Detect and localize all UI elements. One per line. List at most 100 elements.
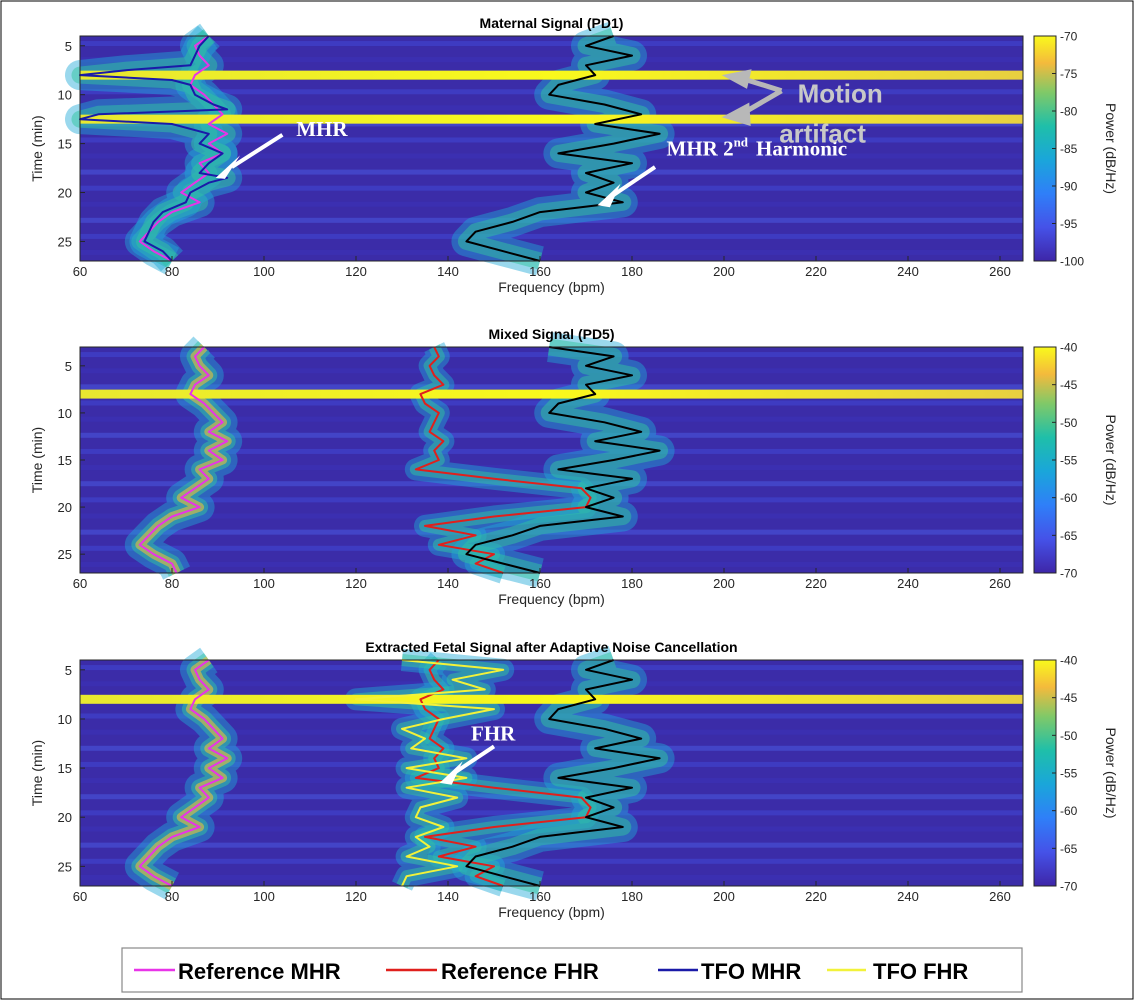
- annotation-mhr: MHR: [296, 117, 348, 141]
- x-tick-label: 100: [253, 889, 275, 904]
- x-tick-label: 80: [165, 889, 179, 904]
- heatmap-artifact-band: [80, 114, 1023, 124]
- colorbar-tick-label: -75: [1060, 67, 1078, 81]
- annotation-arrowhead-mhr: [215, 155, 241, 179]
- y-tick-label: 10: [58, 88, 72, 103]
- heatmap-stripe: [80, 137, 1023, 143]
- heatmap-stripe: [80, 57, 1023, 63]
- panel-title: Maternal Signal (PD1): [480, 15, 624, 31]
- colorbar-tick-label: -55: [1060, 454, 1078, 468]
- x-tick-label: 160: [529, 889, 551, 904]
- annotation-arrowhead-harmonic: [597, 183, 621, 208]
- heatmap-artifact-band: [80, 389, 1023, 399]
- colorbar-tick-label: -60: [1060, 491, 1078, 505]
- x-tick-label: 180: [621, 576, 643, 591]
- heatmap-stripe: [80, 121, 1023, 127]
- heatmap-stripe: [80, 432, 1023, 438]
- annotation-harmonic-rest: Harmonic: [756, 136, 847, 160]
- x-tick-label: 200: [713, 264, 735, 279]
- trace-mhr-2nd-harmonic: [465, 35, 661, 262]
- x-tick-label: 160: [529, 264, 551, 279]
- x-tick-label: 80: [165, 264, 179, 279]
- x-tick-label: 80: [165, 576, 179, 591]
- colorbar-label: Power (dB/Hz): [1103, 103, 1119, 194]
- heatmap-stripe: [80, 561, 1023, 567]
- y-tick-label: 25: [58, 547, 72, 562]
- x-tick-label: 220: [805, 264, 827, 279]
- x-tick-label: 120: [345, 576, 367, 591]
- x-tick-label: 260: [989, 576, 1011, 591]
- annotation-arrowhead-motion-lower: [721, 102, 751, 126]
- y-axis-label: Time (min): [29, 115, 45, 181]
- heatmap-stripe: [80, 665, 1023, 671]
- y-tick-label: 20: [58, 810, 72, 825]
- colorbar-tick-label: -80: [1060, 105, 1078, 119]
- trace-reference-fhr: [414, 346, 592, 574]
- colorbar-tick-label: -85: [1060, 142, 1078, 156]
- x-tick-label: 180: [621, 264, 643, 279]
- annotation-fhr: FHR: [471, 722, 516, 746]
- x-tick-label: 100: [253, 264, 275, 279]
- annotation-harmonic-main: MHR 2: [667, 136, 734, 160]
- heatmap-stripe: [80, 681, 1023, 687]
- y-tick-label: 15: [58, 761, 72, 776]
- x-tick-label: 60: [73, 576, 87, 591]
- colorbar-tick-label: -95: [1060, 217, 1078, 231]
- y-tick-label: 5: [65, 663, 72, 678]
- y-axis-label: Time (min): [29, 427, 45, 493]
- x-tick-label: 160: [529, 576, 551, 591]
- colorbar-tick-label: -45: [1060, 378, 1078, 392]
- heatmap-stripe: [80, 384, 1023, 390]
- x-tick-label: 240: [897, 889, 919, 904]
- legend-label-tfo-fhr: TFO FHR: [873, 959, 968, 984]
- colorbar-tick-label: -100: [1060, 255, 1084, 269]
- annotation-arrow-harmonic: [610, 165, 657, 199]
- x-tick-label: 180: [621, 889, 643, 904]
- heatmap-artifact-band: [80, 694, 1023, 704]
- heatmap-stripe: [80, 448, 1023, 454]
- annotation-harmonic-superscript: nd: [734, 134, 749, 149]
- legend-label-tfo-mhr: TFO MHR: [701, 959, 801, 984]
- colorbar-tick-label: -70: [1060, 30, 1078, 44]
- colorbar-tick-label: -90: [1060, 180, 1078, 194]
- colorbar-tick-label: -50: [1060, 729, 1078, 743]
- axes-frame: [79, 35, 1024, 262]
- colorbar-tick-label: -70: [1060, 880, 1078, 894]
- heatmap-stripe: [80, 105, 1023, 111]
- spectrogram-panel-3: 60 80 100 120 140 160 180 200 220 240 260 5 10 15 20 25…: [29, 639, 1119, 920]
- legend: Reference MHR Reference FHR TFO MHR TFO …: [121, 947, 1023, 993]
- heatmap-stripe: [80, 842, 1023, 848]
- heatmap-stripe: [80, 169, 1023, 175]
- legend-label-reference-mhr: Reference MHR: [178, 959, 341, 984]
- trace-reference-mhr: [138, 35, 229, 262]
- heatmap-stripe: [80, 233, 1023, 239]
- annotation-artifact: artifact: [779, 119, 866, 149]
- spectrogram-panel-1: 60 80 100 120 140 160 180 200 220 240 260 5 10 15 20 25…: [29, 15, 1119, 295]
- heatmap-stripe: [80, 545, 1023, 551]
- axes-frame: [79, 659, 1024, 887]
- x-tick-label: 140: [437, 264, 459, 279]
- panel-title: Mixed Signal (PD5): [488, 326, 614, 342]
- x-axis-label: Frequency (bpm): [498, 904, 605, 920]
- heatmap-stripe: [80, 810, 1023, 816]
- colorbar-tick-label: -70: [1060, 567, 1078, 581]
- trace-tfo-fhr: [355, 659, 505, 887]
- annotation-arrow-fhr: [451, 744, 496, 776]
- y-tick-label: 20: [58, 186, 72, 201]
- heatmap-stripe: [80, 217, 1023, 223]
- x-tick-label: 140: [437, 576, 459, 591]
- x-tick-label: 120: [345, 889, 367, 904]
- colorbar-tick-label: -40: [1060, 341, 1078, 355]
- y-tick-label: 25: [58, 859, 72, 874]
- colorbar-tick-label: -50: [1060, 416, 1078, 430]
- y-tick-label: 25: [58, 234, 72, 249]
- y-tick-label: 10: [58, 406, 72, 421]
- y-tick-label: 20: [58, 500, 72, 515]
- y-tick-label: 10: [58, 712, 72, 727]
- y-tick-label: 15: [58, 453, 72, 468]
- x-tick-label: 200: [713, 889, 735, 904]
- trace-mhr-2nd-harmonic: [465, 659, 661, 887]
- colorbar-tick-label: -55: [1060, 767, 1078, 781]
- colorbar-label: Power (dB/Hz): [1103, 414, 1119, 505]
